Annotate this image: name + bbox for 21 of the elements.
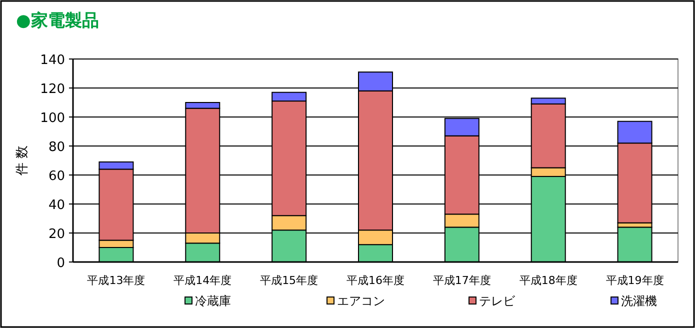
- x-tick-label: 平成13年度: [87, 274, 146, 287]
- y-tick-label: 20: [48, 227, 65, 242]
- y-tick-label: 100: [40, 111, 65, 126]
- y-tick-label: 40: [48, 198, 65, 213]
- legend-label: 洗濯機: [621, 294, 657, 308]
- y-tick-label: 60: [48, 169, 65, 184]
- x-tick-label: 平成14年度: [174, 274, 232, 287]
- title: ●家電製品: [16, 11, 99, 31]
- legend-label: エアコン: [337, 294, 385, 308]
- legend-label: 冷蔵庫: [195, 294, 231, 308]
- x-tick-label: 平成19年度: [606, 274, 664, 287]
- x-tick-label: 平成18年度: [519, 274, 578, 287]
- x-tick-label: 平成17年度: [432, 274, 491, 287]
- y-tick-label: 80: [48, 140, 65, 155]
- y-axis-title: 件 数: [15, 145, 30, 176]
- x-tick-label: 平成16年度: [346, 274, 404, 287]
- y-tick-label: 0: [56, 256, 65, 271]
- x-tick-label: 平成15年度: [260, 274, 318, 287]
- y-tick-label: 120: [40, 82, 65, 97]
- legend-label: テレビ: [479, 294, 516, 308]
- y-tick-label: 140: [40, 53, 65, 68]
